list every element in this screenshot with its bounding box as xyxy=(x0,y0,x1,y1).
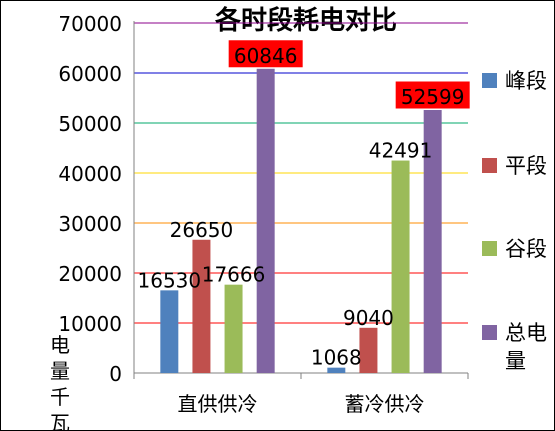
bar xyxy=(391,160,410,373)
bar xyxy=(224,284,243,373)
bar xyxy=(256,68,275,374)
bar xyxy=(160,290,179,373)
legend-swatch xyxy=(482,73,497,88)
gridlines xyxy=(134,22,468,324)
bar xyxy=(359,327,378,373)
legend-label: 平段 xyxy=(505,154,547,178)
y-tick-label: 30000 xyxy=(58,212,122,236)
legend-swatch xyxy=(482,241,497,256)
legend-label: 总电 xyxy=(505,321,547,345)
data-labels: 16530 26650 17666 60846 1068 9040 42491 52599 xyxy=(138,40,470,370)
data-label: 60846 xyxy=(234,44,298,68)
legend-label: 量 xyxy=(505,349,526,373)
data-label: 9040 xyxy=(343,306,394,330)
y-tick-label: 70000 xyxy=(58,12,122,36)
data-label: 26650 xyxy=(170,218,234,242)
bar xyxy=(423,110,442,373)
data-label: 42491 xyxy=(369,139,433,163)
bars xyxy=(160,68,442,374)
y-tick-label: 50000 xyxy=(58,112,122,136)
data-label: 52599 xyxy=(401,85,465,109)
x-category-label: 直供供冷 xyxy=(178,392,258,416)
y-tick-label: 0 xyxy=(109,362,122,386)
data-label: 1068 xyxy=(311,346,362,370)
legend-label: 谷段 xyxy=(505,237,547,261)
chart-title: 各时段耗电对比 xyxy=(214,5,397,36)
legend-label: 峰段 xyxy=(505,69,547,93)
y-tick-label: 40000 xyxy=(58,162,122,186)
legend-swatch xyxy=(482,325,497,340)
y-tick-label: 60000 xyxy=(58,62,122,86)
data-label: 17666 xyxy=(202,263,266,287)
data-label: 16530 xyxy=(138,268,202,292)
data-label-highlight xyxy=(395,81,470,109)
y-tick-label: 10000 xyxy=(58,312,122,336)
x-category-label: 蓄冷供冷 xyxy=(345,392,425,416)
y-tick-label: 20000 xyxy=(58,262,122,286)
data-label-highlight xyxy=(228,40,303,68)
bar xyxy=(192,239,211,373)
y-axis-title: 电量千瓦 xyxy=(50,333,70,431)
axes: 0 10000 20000 30000 40000 50000 60000 70000 直供供冷… xyxy=(58,12,469,416)
bar xyxy=(327,367,346,373)
legend-swatch xyxy=(482,158,497,173)
